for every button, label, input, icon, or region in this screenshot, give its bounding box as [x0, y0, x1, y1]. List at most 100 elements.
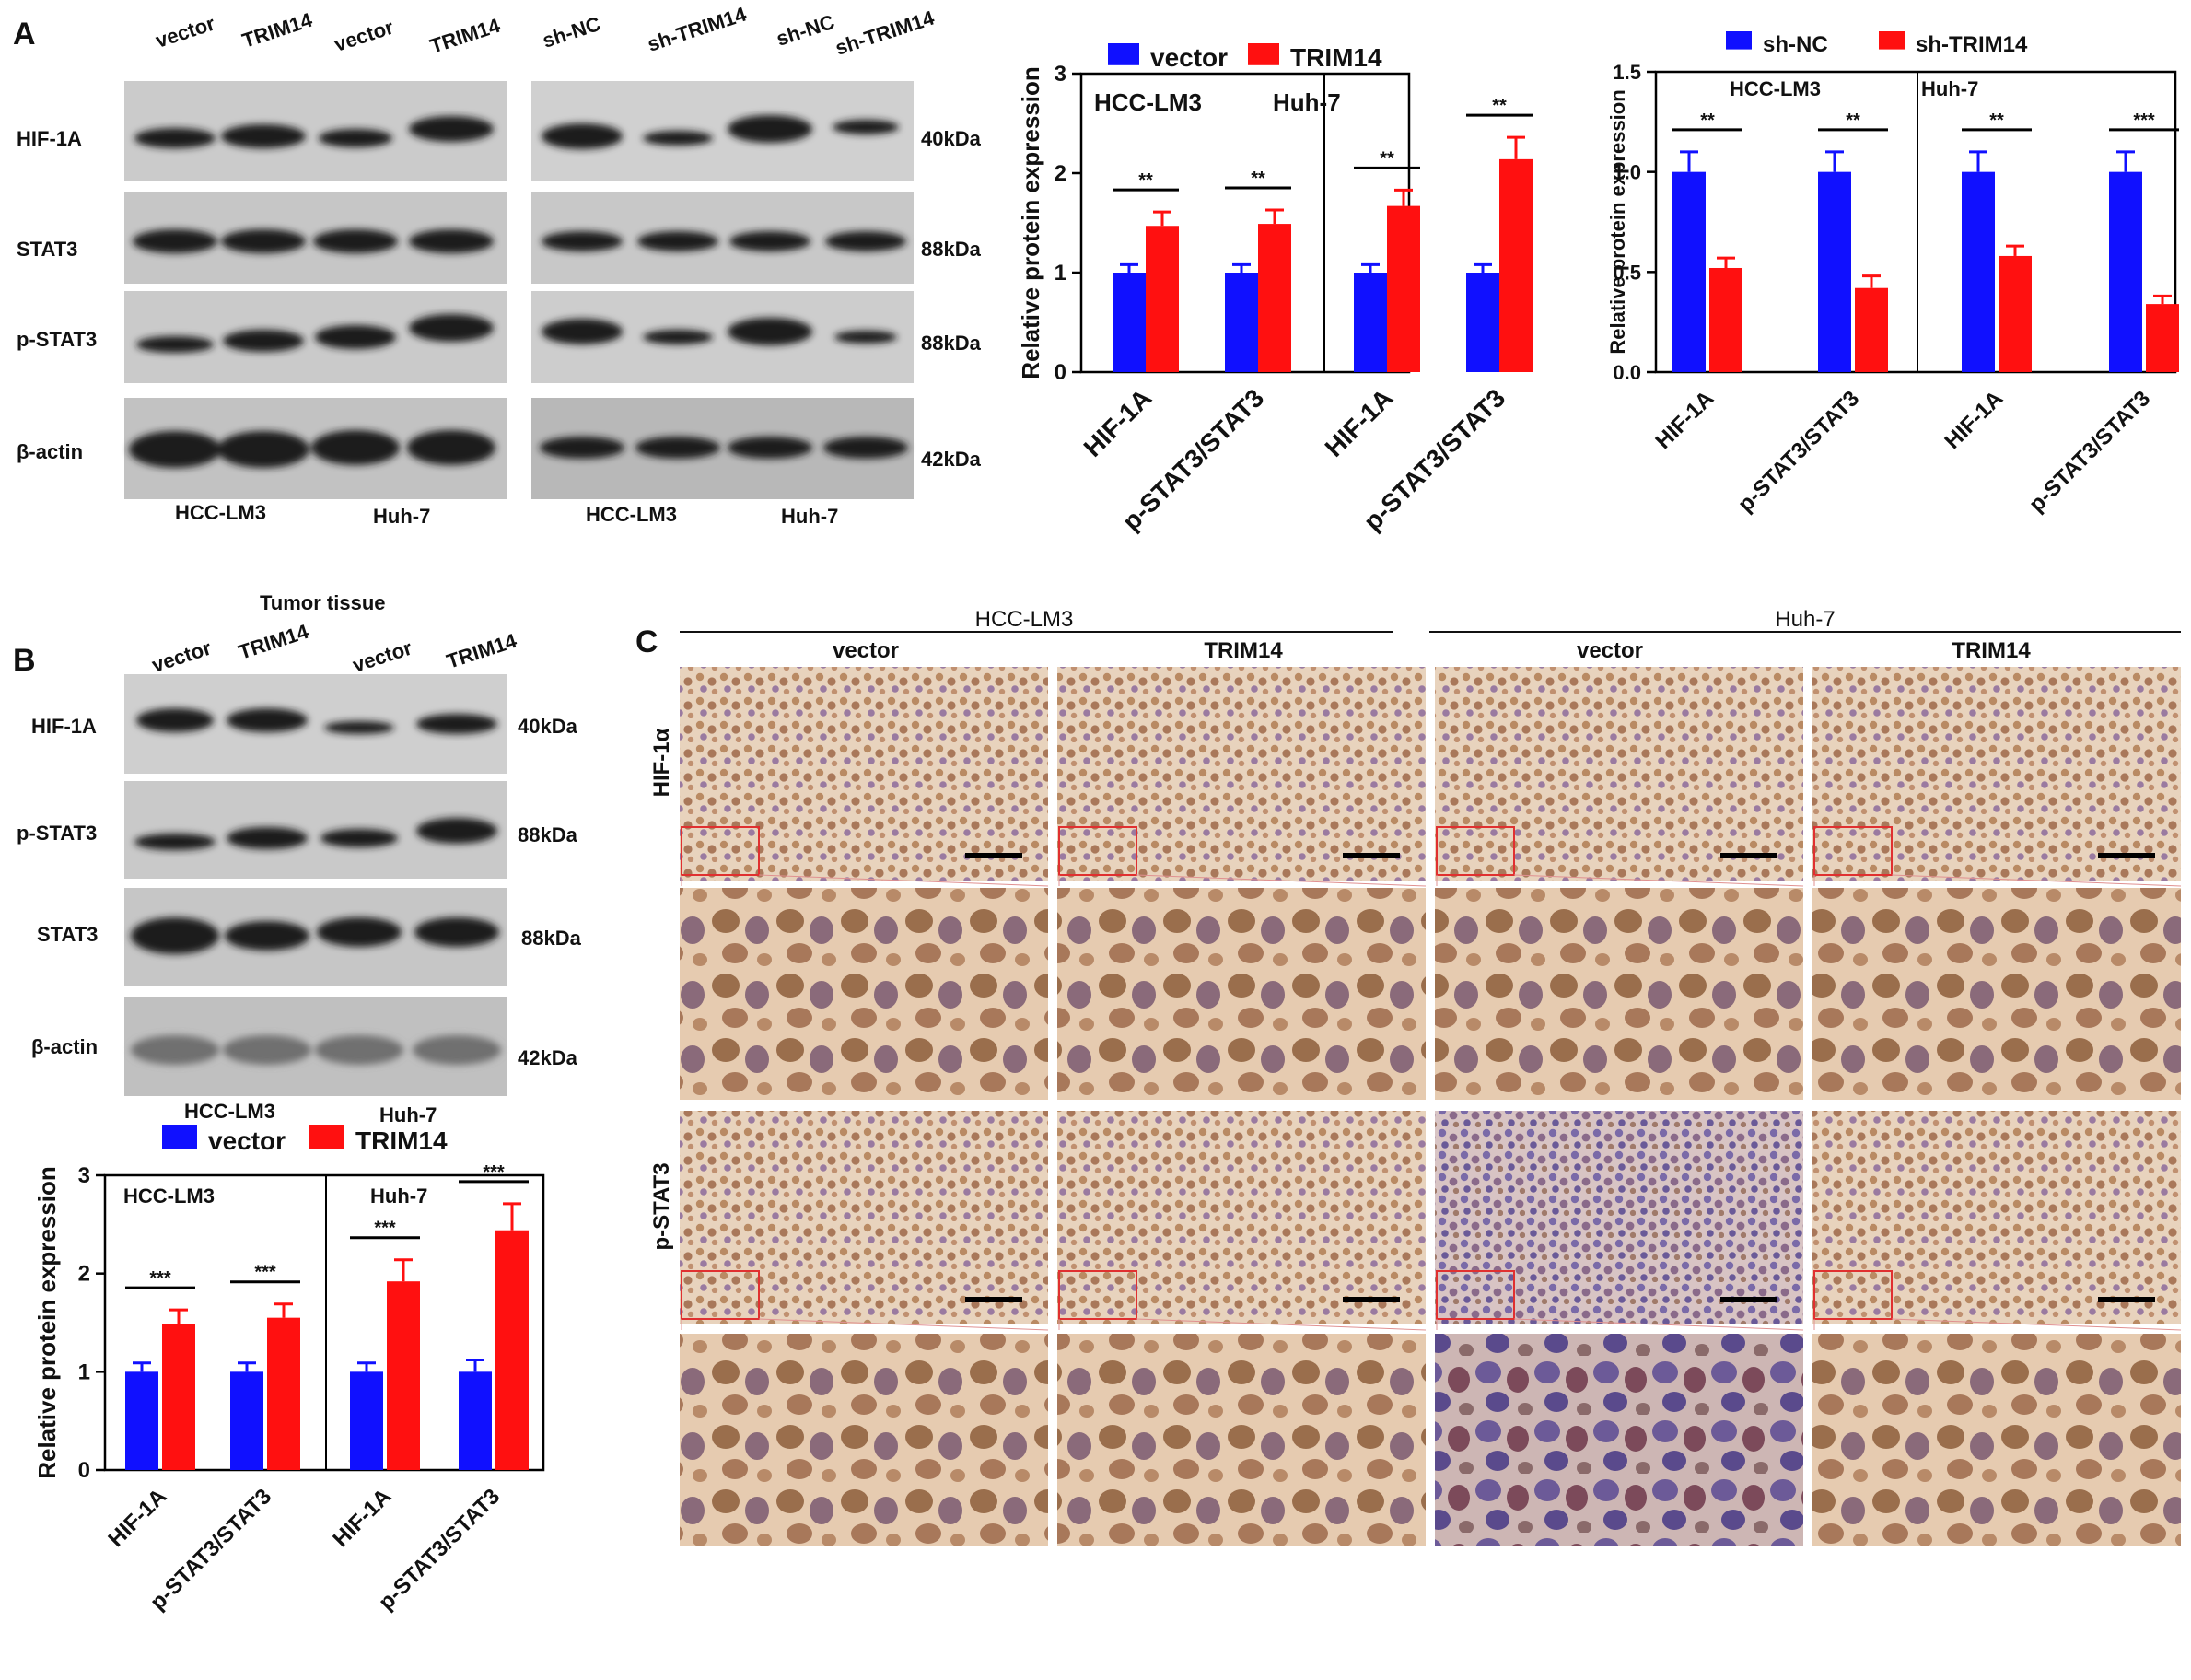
bar	[1258, 224, 1291, 372]
blot-a-left-line-1: HCC-LM3	[175, 501, 266, 524]
category-label: HIF-1A	[1940, 386, 2008, 454]
bar	[1855, 287, 1888, 372]
group-label: HCC-LM3	[1094, 88, 1202, 116]
zoom-guide-line	[1136, 1318, 1427, 1331]
bar	[1146, 226, 1179, 372]
blot-a-row-hif: HIF-1A	[17, 127, 82, 150]
scale-bar	[1720, 1297, 1777, 1302]
zoom-region-box	[1436, 1270, 1515, 1320]
ihc-image	[1057, 667, 1426, 881]
ihc-image	[680, 1111, 1048, 1324]
scale-bar	[2098, 1297, 2155, 1302]
chart-a-middle: 0 1 2 3 Relative protein expression vector TRI…	[1017, 43, 1533, 536]
blot-a-left-col-2: TRIM14	[239, 8, 316, 52]
zoom-guide-line	[1513, 874, 1804, 887]
y-tick-label: 1	[1055, 261, 1066, 286]
zoom-guide-line	[1891, 874, 2182, 887]
blot-a-row-stat3: STAT3	[17, 238, 77, 261]
scale-bar	[965, 853, 1022, 858]
blot-a-left-line-2: Huh-7	[373, 505, 430, 528]
significance-label: **	[1846, 111, 1860, 131]
blot-band	[637, 231, 718, 251]
blot-a-left-col-1: vector	[153, 11, 218, 52]
blot-band	[729, 231, 810, 251]
blot-a-right-line-2: Huh-7	[781, 505, 838, 528]
blot-b-mw-2: 88kDa	[518, 823, 578, 846]
group-label: HCC-LM3	[1730, 77, 1821, 100]
blot-b-title: Tumor tissue	[260, 591, 386, 614]
blot-a-mw-4: 42kDa	[921, 448, 982, 471]
bar	[1466, 273, 1499, 372]
blot-b-row-2: p-STAT3	[17, 822, 97, 845]
scale-bar	[965, 1297, 1022, 1302]
significance-label: **	[1251, 169, 1265, 189]
bar	[1387, 205, 1420, 372]
blot-b-row-4: β-actin	[31, 1035, 98, 1058]
blot-a-row-pstat3: p-STAT3	[17, 328, 97, 351]
blot-band	[227, 827, 308, 849]
y-tick-label: 3	[1055, 62, 1066, 87]
group-label: Huh-7	[370, 1184, 427, 1208]
ihc-image	[1435, 888, 1803, 1100]
ihc-col-1: vector	[833, 638, 899, 663]
blot-band	[320, 829, 398, 847]
zoom-region-box	[681, 826, 760, 876]
chart-b-bottom: 0 1 2 3 Relative protein expression vector TRI…	[33, 1125, 545, 1615]
blot-b-mw-3: 88kDa	[521, 927, 582, 950]
blot-band	[225, 921, 309, 951]
blot-b-col-3: vector	[350, 636, 415, 676]
blot-band	[324, 721, 394, 734]
blot-band	[413, 1035, 501, 1065]
blot-a-right-line-1: HCC-LM3	[586, 503, 677, 526]
zoom-guide-line	[758, 874, 1049, 887]
bar	[125, 1371, 158, 1470]
bar	[1999, 255, 2032, 372]
category-label: p-STAT3/STAT3	[1733, 386, 1864, 517]
blot-band	[315, 325, 396, 349]
blot-band	[134, 128, 216, 148]
chart-frame	[103, 1173, 545, 1472]
y-tick-label: 1	[78, 1359, 90, 1384]
bar	[162, 1324, 195, 1470]
y-tick-label: 3	[78, 1163, 90, 1188]
blot-band	[311, 430, 400, 465]
blot-band	[542, 231, 623, 251]
blot-band	[728, 318, 812, 345]
blot-a-right-col-1: sh-NC	[540, 12, 603, 52]
blot-b-row-3: STAT3	[37, 923, 98, 946]
blot-band	[221, 124, 306, 148]
significance-label: **	[1700, 111, 1715, 131]
blot-band	[407, 430, 495, 465]
blot-a-left-col-3: vector	[332, 15, 397, 55]
blot-band	[409, 116, 494, 142]
category-label: HIF-1A	[1320, 383, 1399, 462]
panel-c-ihc: HCC-LM3 Huh-7 vector TRIM14 vector TRIM1…	[649, 607, 2181, 1251]
bar	[267, 1317, 300, 1470]
panel-a-blot-right: sh-NC sh-TRIM14 sh-NC sh-TRIM14 40kDa	[531, 2, 982, 528]
y-tick-label: 1.0	[1613, 161, 1641, 184]
blot-a-row-actin: β-actin	[17, 440, 83, 463]
y-tick-label: 0.0	[1613, 361, 1641, 384]
chart-a-right: 0.0 0.5 1.0 1.5 Relative protein expression s…	[1606, 31, 2179, 517]
blot-band	[136, 708, 214, 732]
group-label: Huh-7	[1273, 88, 1341, 116]
ihc-image	[1057, 1111, 1426, 1324]
bar	[1499, 158, 1533, 372]
ihc-image	[680, 888, 1048, 1100]
ihc-image	[1057, 888, 1426, 1100]
blot-band	[728, 115, 812, 143]
blot-band	[643, 330, 713, 344]
category-label: HIF-1A	[103, 1484, 171, 1552]
blot-b-line-2: Huh-7	[379, 1103, 437, 1126]
panel-a-blot-left: vector TRIM14 vector TRIM14 HIF-1A STAT3…	[17, 8, 507, 528]
significance-label: **	[1989, 111, 2004, 131]
zoom-region-box	[1058, 826, 1137, 876]
bar	[495, 1230, 529, 1470]
y-axis-label: Relative protein expression	[1017, 66, 1044, 379]
blot-band	[223, 330, 304, 352]
bar	[1818, 171, 1851, 372]
group-label: HCC-LM3	[123, 1184, 215, 1208]
blot-band	[825, 231, 906, 251]
legend-label: TRIM14	[355, 1126, 448, 1155]
blot-band	[833, 120, 899, 134]
